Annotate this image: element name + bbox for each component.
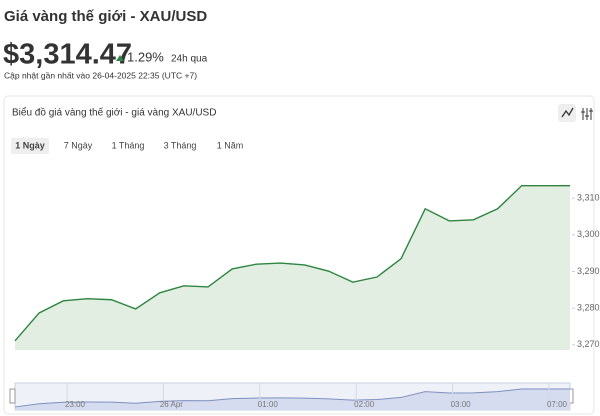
navigator-label: 03:00 [451,400,472,409]
navigator-area [15,388,570,410]
page-title: Giá vàng thế giới - XAU/USD [4,8,207,25]
y-tick-label: 3,310 [577,193,600,203]
y-tick-label: 3,300 [577,229,600,239]
card [3,95,595,415]
navigator-label: 23:00 [65,400,86,409]
up-arrow [116,55,124,61]
period: 24h qua [171,54,208,65]
tab[interactable]: 1 Tháng [112,140,145,150]
tab[interactable]: 1 Ngày [15,140,45,150]
y-tick-label: 3,280 [577,303,600,313]
price: $3,314.47 [3,39,132,71]
price-line [14,184,570,342]
navigator-label: 02:00 [354,400,375,409]
change: 1.29% [127,49,164,64]
navigator-line [14,388,570,408]
navigator-label: 01:00 [258,400,279,409]
updated: Cập nhật gần nhất vào 26-04-2025 22:35 (… [4,70,197,80]
tab[interactable]: 3 Tháng [164,140,197,150]
navigator-label: 26 Apr [160,400,183,409]
y-tick-label: 3,270 [577,339,600,349]
settings-icon[interactable] [581,108,593,120]
tab[interactable]: 1 Năm [217,140,244,150]
tab[interactable]: 7 Ngày [64,140,93,150]
tab-selected-bg [11,138,49,154]
navigator-label: 07:00 [547,400,568,409]
y-tick-label: 3,290 [577,266,600,276]
line-icon [561,107,574,118]
area-fill [15,185,570,350]
navigator-handle[interactable] [9,388,16,404]
card-title: Biểu đồ giá vàng thế giới - giá vàng XAU… [12,107,216,119]
